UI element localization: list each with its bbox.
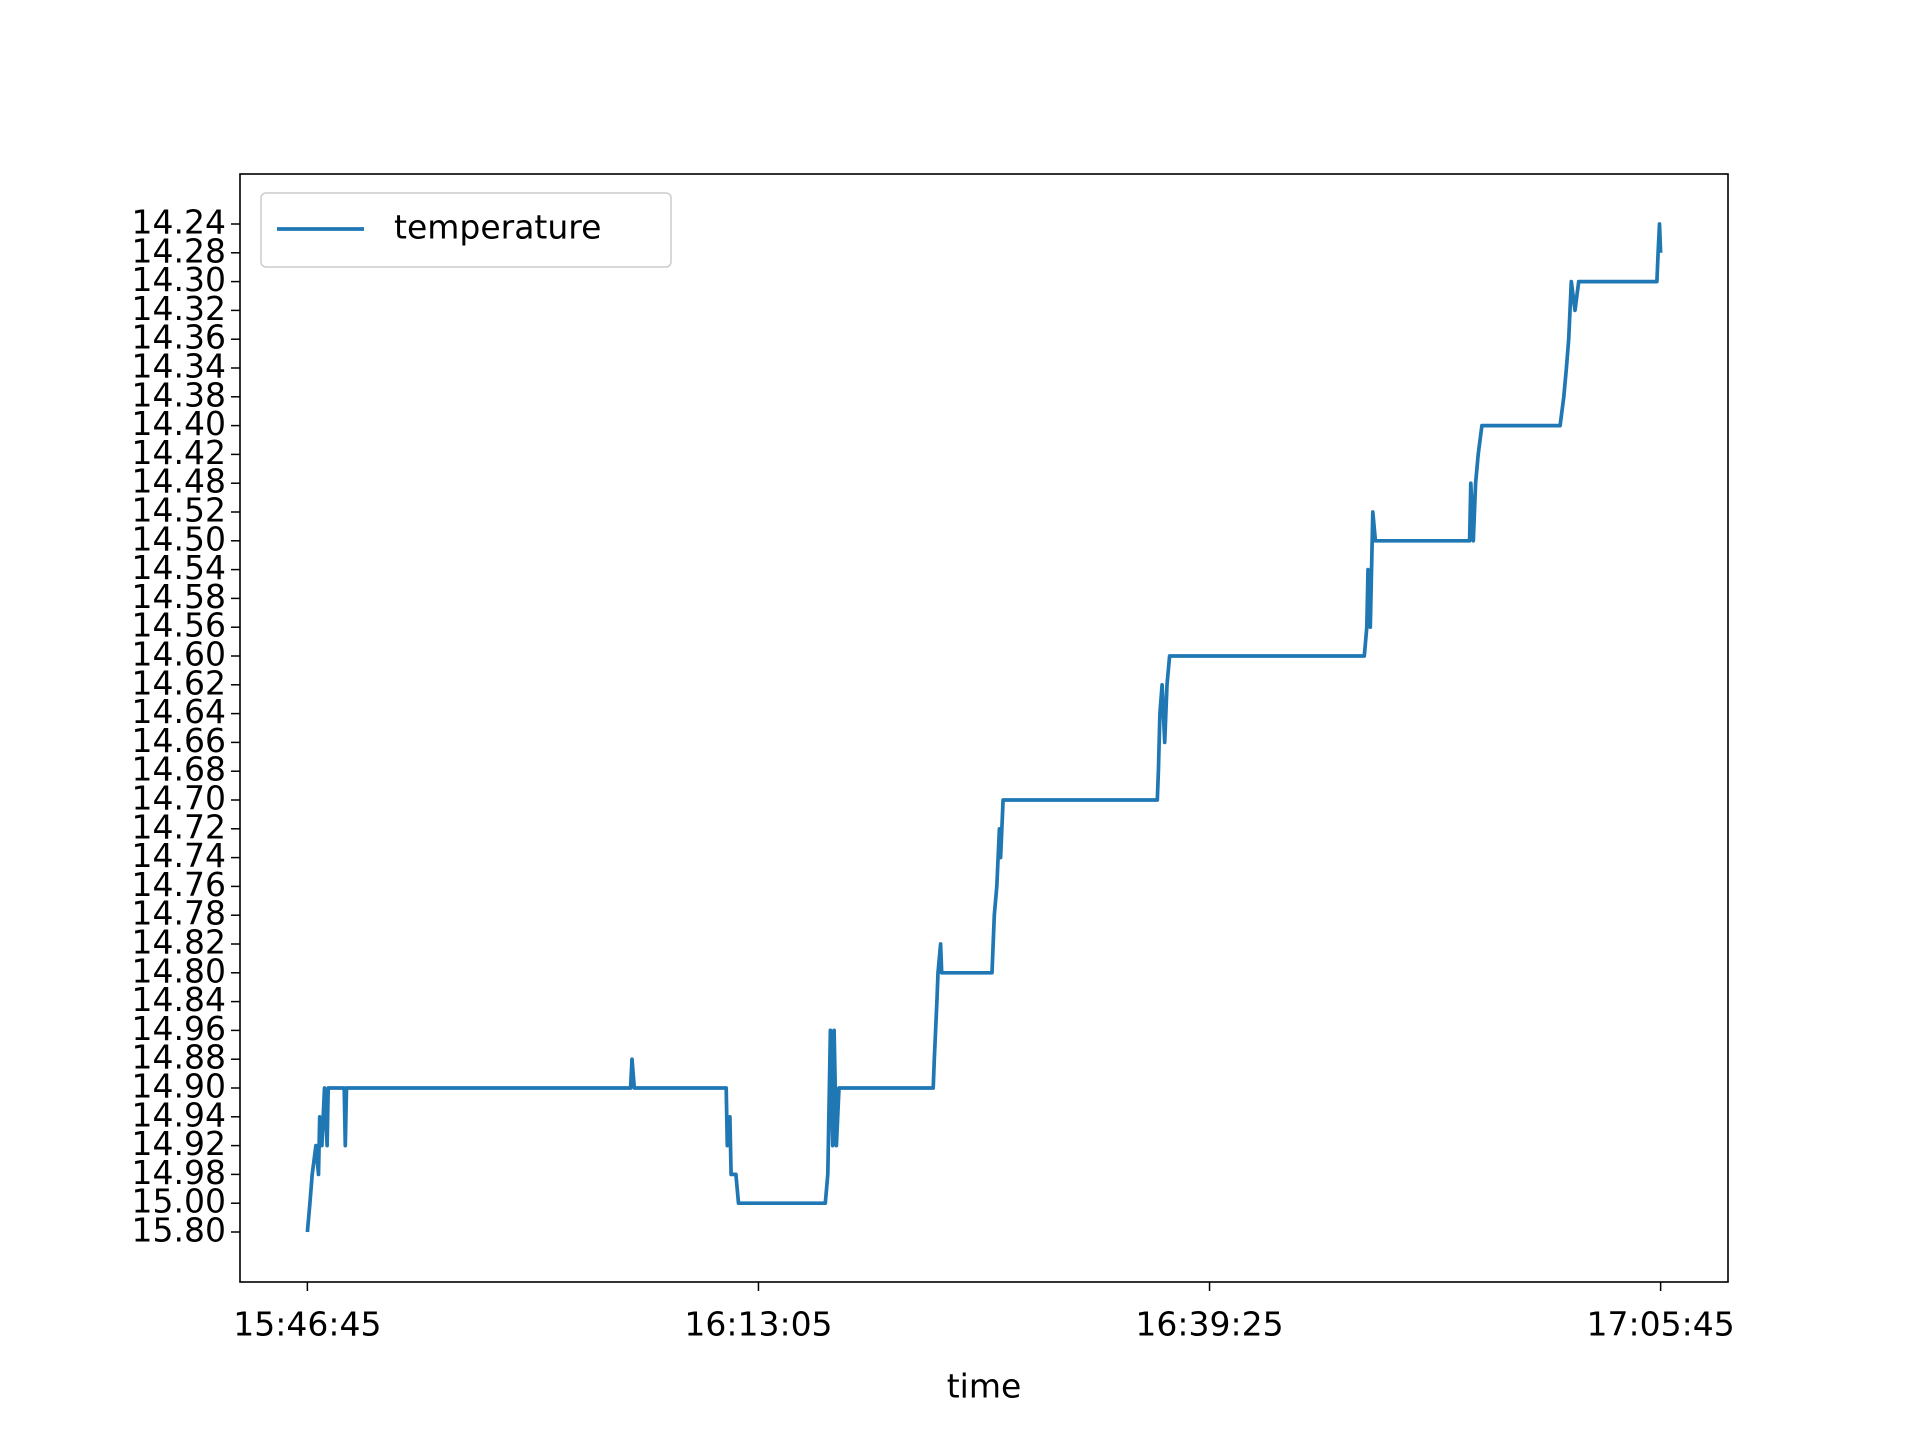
y-tick-label: 14.64: [132, 692, 226, 731]
y-tick-label: 14.94: [132, 1095, 226, 1134]
y-tick-label: 14.50: [132, 519, 226, 558]
y-tick-label: 14.84: [132, 980, 226, 1019]
y-tick-label: 14.88: [132, 1038, 226, 1077]
y-tick-label: 14.30: [132, 260, 226, 299]
y-tick-label: 14.52: [132, 491, 226, 530]
x-axis-label: time: [947, 1367, 1022, 1406]
y-tick-label: 14.92: [132, 1124, 226, 1163]
y-tick-label: 14.78: [132, 894, 226, 933]
y-tick-label: 14.98: [132, 1153, 226, 1192]
y-tick-label: 14.42: [132, 433, 226, 472]
y-tick-label: 14.70: [132, 779, 226, 818]
y-tick-label: 15.00: [132, 1182, 226, 1221]
y-tick-label: 14.80: [132, 951, 226, 990]
y-tick-label: 14.62: [132, 663, 226, 702]
y-tick-label: 14.32: [132, 289, 226, 328]
y-tick-label: 14.72: [132, 807, 226, 846]
y-tick-label: 14.96: [132, 1009, 226, 1048]
y-tick-label: 14.24: [132, 203, 226, 242]
y-tick-label: 14.34: [132, 347, 226, 386]
y-tick-label: 14.66: [132, 721, 226, 760]
axes-frame: [239, 173, 1729, 1283]
y-tick-label: 14.54: [132, 548, 226, 587]
y-tick-label: 14.68: [132, 750, 226, 789]
y-tick-label: 14.28: [132, 231, 226, 270]
y-tick-label: 14.38: [132, 375, 226, 414]
y-tick-label: 14.56: [132, 606, 226, 645]
y-tick-label: 14.82: [132, 923, 226, 962]
x-tick-label: 15:46:45: [233, 1305, 381, 1344]
legend-box: [260, 192, 672, 268]
y-tick-label: 14.48: [132, 462, 226, 501]
y-tick-label: 14.58: [132, 577, 226, 616]
x-tick-label: 17:05:45: [1587, 1305, 1735, 1344]
x-tick-label: 16:13:05: [684, 1305, 832, 1344]
y-tick-label: 14.40: [132, 404, 226, 443]
y-tick-label: 14.76: [132, 865, 226, 904]
y-tick-label: 14.36: [132, 318, 226, 357]
data-line: [305, 222, 1663, 1233]
legend-label: temperature: [394, 208, 601, 247]
y-tick-label: 14.90: [132, 1067, 226, 1106]
y-tick-label: 14.60: [132, 635, 226, 674]
x-tick-label: 16:39:25: [1135, 1305, 1283, 1344]
y-tick-label: 15.80: [132, 1211, 226, 1250]
y-tick-label: 14.74: [132, 836, 226, 875]
